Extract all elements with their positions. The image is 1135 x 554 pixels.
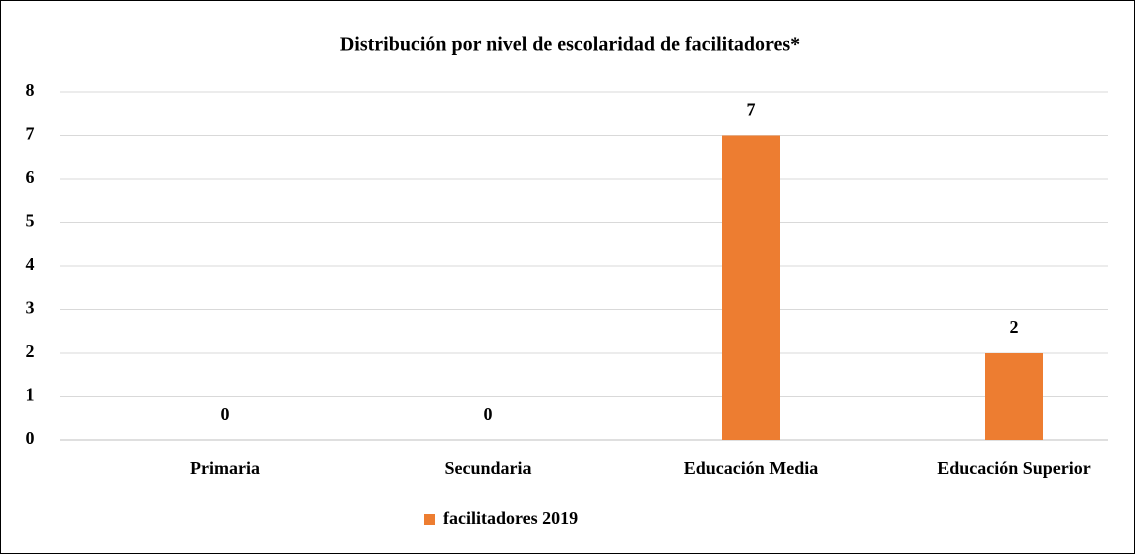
data-label: 2 — [1010, 317, 1019, 337]
x-tick-label: Secundaria — [444, 458, 531, 478]
chart-title: Distribución por nivel de escolaridad de… — [340, 34, 800, 56]
data-label: 0 — [221, 404, 230, 424]
bar — [985, 353, 1043, 440]
x-tick-label: Educación Superior — [937, 458, 1091, 478]
y-tick-label: 2 — [26, 341, 35, 361]
legend-label: facilitadores 2019 — [443, 508, 578, 528]
legend-swatch — [424, 514, 435, 525]
y-tick-label: 4 — [26, 254, 35, 274]
y-tick-label: 5 — [26, 211, 35, 231]
x-tick-label: Primaria — [190, 458, 260, 478]
y-tick-label: 8 — [26, 80, 35, 100]
y-tick-label: 7 — [26, 124, 35, 144]
x-tick-label: Educación Media — [684, 458, 819, 478]
y-tick-label: 1 — [26, 385, 35, 405]
data-label: 7 — [747, 100, 756, 120]
y-tick-label: 6 — [26, 167, 35, 187]
y-tick-label: 0 — [26, 428, 35, 448]
y-tick-label: 3 — [26, 298, 35, 318]
bar — [722, 135, 780, 440]
data-label: 0 — [484, 404, 493, 424]
